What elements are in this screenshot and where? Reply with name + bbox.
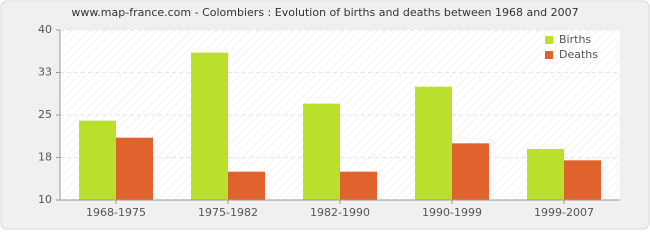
bar [79,120,116,200]
bar [116,137,153,200]
x-tick-label: 1982-1990 [310,206,370,219]
bar [340,171,377,200]
x-tick-label: 1968-1975 [86,206,146,219]
chart-title: www.map-france.com - Colombiers : Evolut… [71,6,578,19]
x-tick-label: 1975-1982 [198,206,258,219]
legend-swatch [545,36,553,44]
bar [452,143,489,200]
bar [527,149,564,200]
x-tick-label: 1999-2007 [534,206,594,219]
y-tick-label: 40 [38,23,52,36]
y-tick-label: 10 [38,193,52,206]
page: www.map-france.com - Colombiers : Evolut… [0,0,650,230]
legend-label: Deaths [559,48,598,61]
bar [228,171,265,200]
y-tick-label: 18 [38,151,52,164]
bar [191,52,228,200]
legend-swatch [545,51,553,59]
legend-label: Births [559,33,591,46]
legend: Births Deaths [545,33,598,61]
bar [303,103,340,200]
chart: www.map-france.com - Colombiers : Evolut… [0,0,650,230]
y-tick-label: 25 [38,108,52,121]
bar [415,86,452,200]
y-tick-label: 33 [38,66,52,79]
x-tick-label: 1990-1999 [422,206,482,219]
bar [564,160,601,200]
